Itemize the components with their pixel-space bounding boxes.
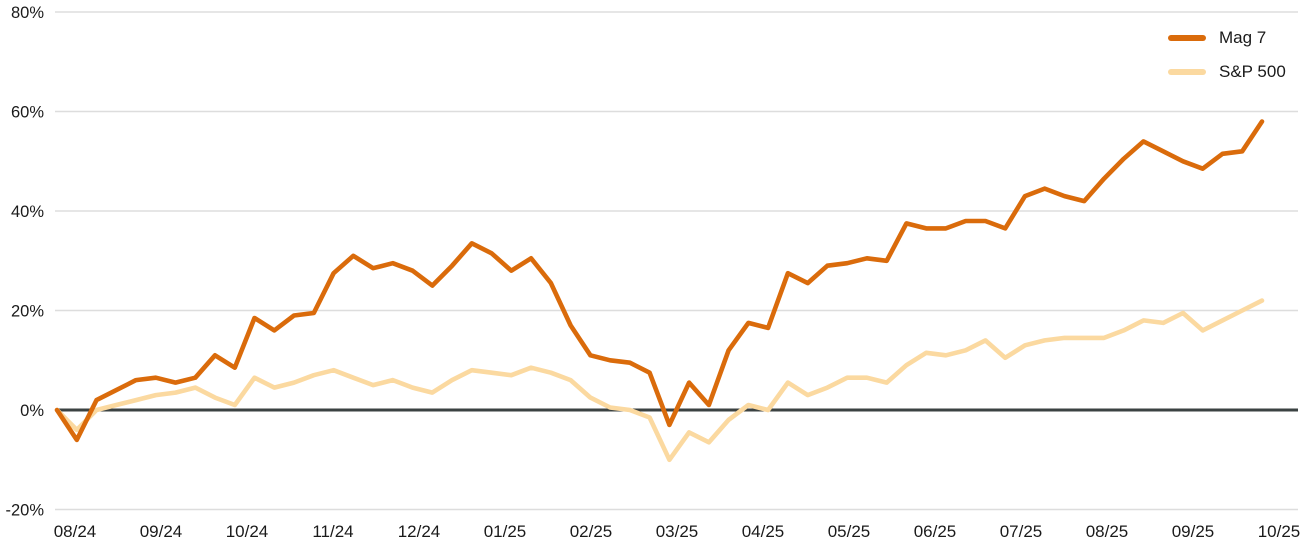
legend-label-mag7: Mag 7 — [1219, 28, 1267, 47]
x-tick-label: 10/24 — [226, 522, 269, 541]
x-tick-label: 11/24 — [312, 522, 353, 541]
y-tick-label: 80% — [11, 4, 44, 22]
mag7-line — [54, 119, 1265, 443]
x-tick-label: 01/25 — [484, 522, 527, 541]
x-tick-label: 08/24 — [54, 522, 97, 541]
y-tick-label: -20% — [5, 502, 44, 520]
y-tick-label: 60% — [11, 104, 44, 122]
x-tick-label: 07/25 — [1000, 522, 1043, 541]
x-tick-label: 06/25 — [914, 522, 957, 541]
x-tick-label: 04/25 — [742, 522, 785, 541]
legend-item-mag7: Mag 7 — [1168, 28, 1286, 48]
legend-label-sp500: S&P 500 — [1219, 62, 1286, 81]
chart-legend: Mag 7 S&P 500 — [1168, 28, 1286, 82]
x-tick-label: 08/25 — [1086, 522, 1129, 541]
y-tick-label: 0% — [20, 402, 44, 420]
legend-item-sp500: S&P 500 — [1168, 62, 1286, 82]
y-tick-label: 20% — [11, 303, 44, 321]
x-tick-label: 12/24 — [398, 522, 441, 541]
x-tick-label: 03/25 — [656, 522, 699, 541]
x-tick-label: 10/25 — [1258, 522, 1300, 541]
sp500-line — [54, 298, 1265, 463]
y-tick-label: 40% — [11, 203, 44, 221]
mag7-line-swatch — [1168, 35, 1206, 41]
x-tick-label: 09/25 — [1172, 522, 1215, 541]
x-tick-label: 05/25 — [828, 522, 871, 541]
x-tick-label: 09/24 — [140, 522, 183, 541]
sp500-line-swatch — [1168, 69, 1206, 75]
x-tick-label: 02/25 — [570, 522, 613, 541]
